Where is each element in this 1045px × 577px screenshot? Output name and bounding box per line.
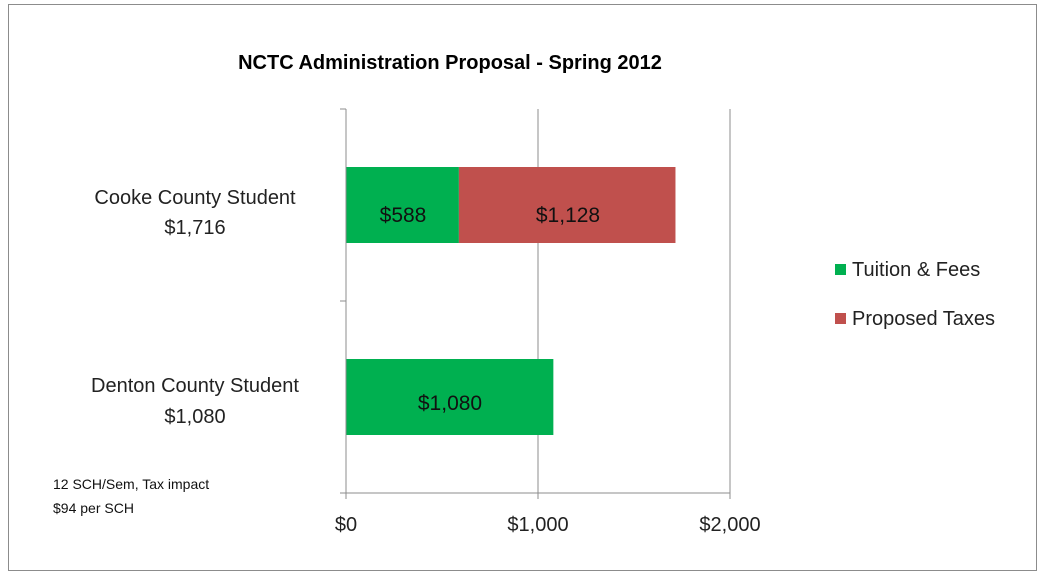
annotation-line-1: 12 SCH/Sem, Tax impact — [53, 476, 209, 492]
bar-label-denton-tuition: $1,080 — [418, 392, 482, 415]
x-tick-label-1: $1,000 — [507, 514, 568, 536]
legend-label-tuition: Tuition & Fees — [852, 259, 980, 281]
bar-label-cooke-taxes: $1,128 — [536, 204, 600, 227]
chart-title: NCTC Administration Proposal - Spring 20… — [238, 52, 662, 74]
legend-swatch-taxes — [835, 313, 846, 324]
stacked-bar-chart: NCTC Administration Proposal - Spring 20… — [53, 52, 995, 536]
legend-label-taxes: Proposed Taxes — [852, 308, 995, 330]
bar-0-0 — [346, 167, 459, 243]
legend-swatch-tuition — [835, 264, 846, 275]
bar-0-1 — [458, 167, 676, 243]
bar-label-cooke-tuition: $588 — [380, 204, 427, 227]
x-tick-label-0: $0 — [335, 514, 357, 536]
bar-1-0 — [346, 359, 554, 435]
category-label-cooke: Cooke County Student — [94, 187, 296, 209]
chart-frame: NCTC Administration Proposal - Spring 20… — [8, 4, 1037, 571]
x-tick-label-2: $2,000 — [699, 514, 760, 536]
category-value-cooke: $1,716 — [164, 217, 225, 239]
category-label-denton: Denton County Student — [91, 375, 299, 397]
category-value-denton: $1,080 — [164, 406, 225, 428]
annotation-line-2: $94 per SCH — [53, 500, 134, 516]
